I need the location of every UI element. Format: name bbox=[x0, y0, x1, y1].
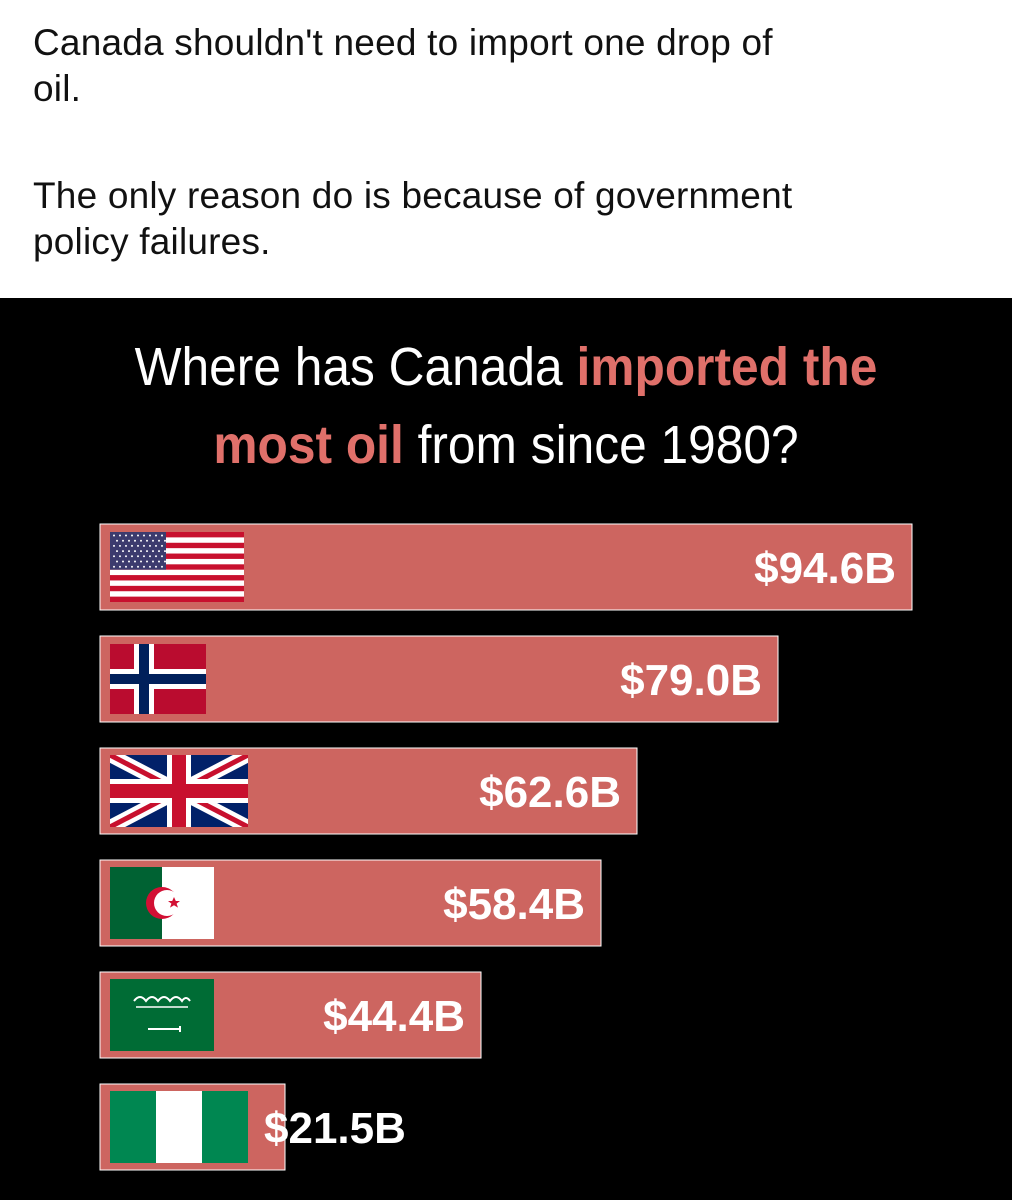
nigeria-flag-icon bbox=[110, 1091, 248, 1163]
bar-value-label: $62.6B bbox=[479, 768, 621, 817]
post-text: Canada shouldn't need to import one drop… bbox=[0, 0, 1012, 298]
algeria-flag-icon bbox=[110, 867, 214, 939]
post-paragraph-2: The only reason do is because of governm… bbox=[33, 175, 793, 262]
norway-flag-icon bbox=[110, 644, 206, 714]
bar-norway bbox=[99, 635, 779, 723]
title-text: Where has Canada bbox=[134, 337, 577, 397]
chart-title: Where has Canada imported the most oil fr… bbox=[40, 328, 971, 484]
bar-row bbox=[99, 1083, 286, 1171]
bar-value-label: $44.4B bbox=[323, 992, 465, 1041]
title-highlight: most oil bbox=[213, 415, 404, 475]
bar-value-label: $58.4B bbox=[443, 880, 585, 929]
bar-row bbox=[99, 635, 779, 723]
bar-value-label: $21.5B bbox=[264, 1104, 406, 1153]
bar-row bbox=[99, 971, 482, 1059]
uk-flag-icon bbox=[110, 755, 248, 827]
title-highlight: imported the bbox=[576, 337, 878, 397]
bar-row bbox=[99, 523, 913, 611]
bar-row bbox=[99, 859, 602, 947]
bar-value-label: $94.6B bbox=[754, 544, 896, 593]
us-flag-icon bbox=[110, 532, 244, 602]
title-text: from since 1980? bbox=[403, 415, 799, 475]
infographic: $94.6B $79.0B $62.6B $58.4B $44.4B $21.5B Whe… bbox=[0, 298, 1012, 1200]
bar-chart: $94.6B $79.0B $62.6B $58.4B $44.4B $21.5B bbox=[99, 523, 913, 1171]
saudi-flag-icon bbox=[110, 979, 214, 1051]
bar-row bbox=[99, 747, 638, 835]
bar-value-label: $79.0B bbox=[620, 656, 762, 705]
post-paragraph-1: Canada shouldn't need to import one drop… bbox=[33, 22, 773, 109]
